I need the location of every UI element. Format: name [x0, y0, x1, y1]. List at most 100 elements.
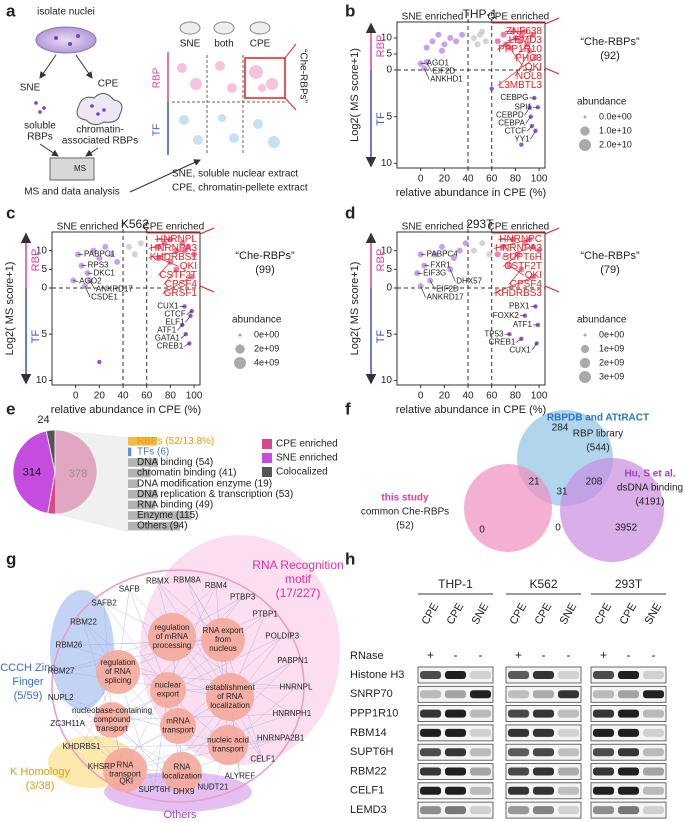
region-count: 208 [586, 477, 603, 488]
tf-point-label: SPI1 [515, 102, 533, 111]
blot-band [618, 709, 639, 718]
blot-band [618, 690, 639, 699]
legend-size-label: 2e+09 [599, 357, 624, 367]
schematic: isolate nuclei SNE CPE soluble RBPs chro… [20, 7, 309, 198]
che-box [244, 57, 286, 99]
venn-circle [560, 458, 664, 562]
treatment-sign: + [515, 648, 522, 662]
legend-title: abundance [577, 97, 627, 108]
cell-line-label: K562 [529, 577, 557, 591]
x-tick-label: 80 [165, 391, 177, 402]
rbp-point-label: GRSF1 [164, 288, 198, 299]
blot-band [558, 728, 579, 737]
gene-node: RBM22 [70, 618, 97, 627]
gene-node: CELF1 [250, 755, 275, 764]
blot-row-label: PPP1R10 [350, 708, 398, 720]
blot-band [470, 690, 491, 699]
tf-point-label: GATA1 [155, 334, 181, 343]
che-bracket [544, 17, 560, 25]
annotation: CPE enriched [488, 222, 550, 233]
blot-band [420, 767, 441, 776]
rbp-point [506, 262, 513, 269]
rbp-point-label: DHX57 [456, 277, 482, 286]
term-node [150, 672, 186, 708]
scatter-panel: 0 20 40 60 80 100 0 5 10 5 10 SNE enriched CPE enric… [349, 217, 640, 416]
y-tick-label: 10 [36, 375, 48, 386]
gene-node: QKI [119, 776, 133, 785]
blot-band [445, 709, 466, 718]
term-label: transport [162, 726, 194, 735]
bar-label: RBPs (52/13.8%) [137, 436, 214, 447]
y-tick-label: 0 [386, 283, 392, 294]
fraction-note: associated RBPs [62, 136, 138, 147]
legend-size-label: 3e+09 [599, 371, 624, 381]
blot-band [470, 728, 491, 737]
tf-point-label: CUX1 [509, 345, 531, 354]
leader-line [502, 254, 518, 267]
tf-point-label: CUX1 [157, 302, 179, 311]
blot-band [445, 748, 466, 757]
che-bracket [544, 67, 560, 75]
bar [128, 468, 151, 478]
rbp-point-label: L3MBTL3 [499, 80, 543, 91]
y-tick-label: 0 [386, 65, 392, 76]
tf-point [97, 359, 102, 365]
rbp-point-label: PHC3 [515, 53, 542, 64]
blot-band [533, 806, 554, 815]
y-tick-label: 0 [41, 283, 47, 294]
blot-band [533, 728, 554, 737]
blot-row-label: CELF1 [350, 785, 384, 797]
treatment-sign: + [600, 648, 607, 662]
column-label: SNE [180, 39, 201, 50]
cluster-label: K Homology [10, 766, 70, 778]
blot-band [593, 728, 614, 737]
lane-label: SNE [558, 601, 580, 627]
legend-swatch [262, 467, 272, 477]
rbp-point-label: SUPT6H [503, 252, 542, 263]
legend-size [579, 139, 591, 151]
blot-band [643, 748, 664, 757]
tf-point-label: CEBPG [500, 93, 528, 102]
set-title: Hu, S et al. [624, 469, 675, 480]
blot-band [618, 786, 639, 795]
blot-band [533, 690, 554, 699]
blot-row-label: RBM22 [350, 765, 387, 777]
lane-label: CPE [618, 601, 640, 627]
leader-line [148, 242, 165, 249]
leader-line [73, 280, 79, 282]
bar-label: TFs (6) [137, 447, 169, 458]
tf-point-label: TP53 [484, 329, 504, 338]
term-label: nucleobase-containing [72, 706, 152, 715]
panel-label: a [6, 1, 16, 20]
legend-size [580, 126, 590, 136]
rbp-point-label: KHDRBS1 [150, 252, 198, 263]
legend-size [579, 357, 591, 369]
leader-line [89, 280, 96, 290]
term-label: export [157, 690, 180, 699]
blot-band [470, 671, 491, 679]
blot-band [533, 709, 554, 718]
legend-label: SNE enriched [276, 453, 338, 464]
blot-band [558, 748, 579, 757]
rbp-point [536, 247, 543, 254]
rbp-point [179, 240, 186, 247]
region-count: 0 [479, 525, 485, 536]
fraction-note: chromatin- [76, 125, 123, 136]
column-label: CPE [250, 39, 271, 50]
blot-band [420, 806, 441, 815]
cell-line-label: THP-1 [438, 577, 473, 591]
x-tick-label: 20 [94, 391, 106, 402]
rbp-point-label: KHDRBS3 [495, 288, 543, 299]
note: CPE, chromatin-pellete extract [172, 183, 308, 194]
rbp-point-label: QKI [525, 270, 542, 281]
blot-row-label: Histone H3 [350, 669, 404, 681]
bar [128, 521, 181, 531]
tf-point-label: CREB1 [157, 342, 184, 351]
term-node [201, 618, 245, 662]
edge [111, 636, 283, 721]
rbp-point [517, 38, 524, 45]
term-label: RNA export [203, 626, 245, 635]
edge [117, 671, 297, 688]
rbp-point-label: HNRNPA3 [495, 243, 542, 254]
